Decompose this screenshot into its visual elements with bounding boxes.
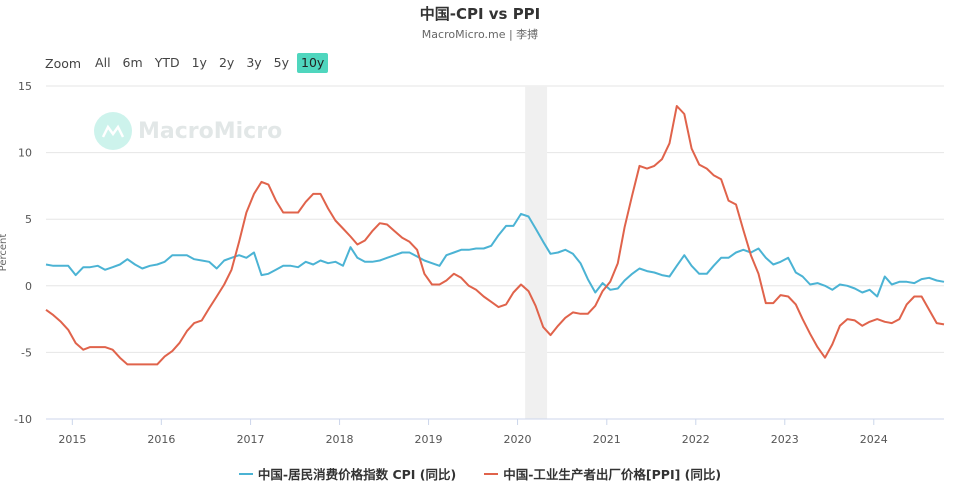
series-line-ppi (45, 105, 945, 366)
y-tick-label: 0 (25, 280, 32, 293)
x-tick-label: 2017 (237, 433, 265, 446)
watermark-text: MacroMicro (138, 118, 283, 144)
x-tick-label: 2019 (415, 433, 443, 446)
y-tick-label: -10 (14, 413, 32, 426)
y-tick-label: -5 (21, 346, 32, 359)
y-tick-label: 5 (25, 213, 32, 226)
zoom-button-all[interactable]: All (95, 55, 111, 70)
x-tick-label: 2022 (682, 433, 710, 446)
zoom-button-3y[interactable]: 3y (246, 55, 262, 70)
x-tick-label: 2021 (593, 433, 621, 446)
zoom-label: Zoom (45, 55, 82, 71)
legend-item-cpi[interactable]: 中国-居民消费价格指数 CPI (同比) (238, 464, 457, 483)
x-tick-label: 2023 (771, 433, 799, 446)
chart-subtitle: MacroMicro.me | 李搏 (421, 28, 539, 41)
legend-swatch (238, 472, 253, 475)
legend-swatch (484, 472, 499, 475)
x-tick-label: 2018 (326, 433, 354, 446)
watermark: MacroMicro (94, 112, 282, 150)
series-line-cpi (45, 212, 945, 298)
chart-title: 中国-CPI vs PPI (419, 5, 541, 23)
x-tick-label: 2020 (504, 433, 532, 446)
zoom-button-ytd[interactable]: YTD (154, 55, 180, 70)
x-tick-label: 2016 (147, 433, 175, 446)
x-tick-label: 2015 (58, 433, 86, 446)
x-tick-label: 2024 (860, 433, 888, 446)
legend-label: 中国-居民消费价格指数 CPI (同比) (257, 467, 457, 482)
zoom-button-5y[interactable]: 5y (273, 55, 290, 70)
y-tick-label: 10 (18, 147, 32, 160)
macromicro-logo-icon (94, 112, 132, 150)
legend: 中国-居民消费价格指数 CPI (同比) 中国-工业生产者出厂价格[PPI] (同… (0, 464, 960, 483)
zoom-button-10y[interactable]: 10y (297, 53, 329, 73)
y-axis-label: Percent (0, 234, 9, 272)
zoom-button-6m[interactable]: 6m (122, 55, 143, 70)
grid (46, 85, 944, 420)
y-tick-label: 15 (18, 80, 32, 93)
shaded-region (525, 86, 548, 419)
zoom-button-1y[interactable]: 1y (191, 55, 207, 70)
zoom-button-2y[interactable]: 2y (218, 55, 235, 70)
recession-band (525, 86, 548, 419)
series-lines (45, 105, 945, 366)
legend-label: 中国-工业生产者出厂价格[PPI] (同比) (503, 467, 722, 482)
zoom-toolbar: Zoom All 6m YTD 1y 2y 3y 5y 10y (45, 53, 332, 73)
legend-item-ppi[interactable]: 中国-工业生产者出厂价格[PPI] (同比) (484, 464, 721, 483)
axes: 15 10 5 0 -5 -10 2015 2016 2017 2018 2019 2020 2021 2… (0, 80, 944, 446)
